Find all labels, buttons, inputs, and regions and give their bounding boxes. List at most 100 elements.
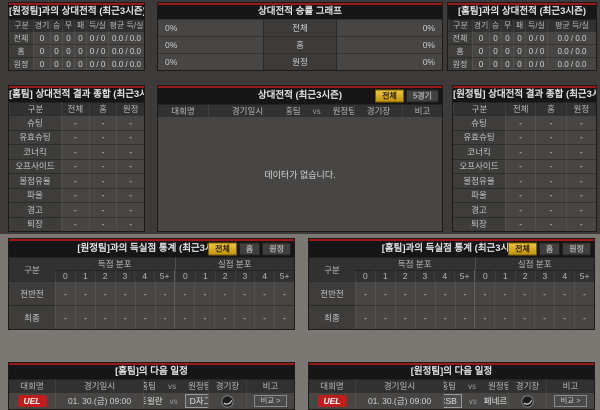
compare-button[interactable]: 비교 > bbox=[254, 395, 287, 407]
stadium-icon[interactable] bbox=[521, 394, 534, 408]
filter-last5-button[interactable]: 5경기 bbox=[405, 89, 439, 103]
cell-avg-goals: 0.0 / 0.0 bbox=[108, 57, 144, 70]
stat-away: - bbox=[565, 115, 596, 130]
stat-home: - bbox=[535, 158, 566, 173]
cell: - bbox=[254, 281, 275, 305]
cell: - bbox=[55, 281, 75, 305]
column-header: 원정 bbox=[116, 102, 144, 115]
table-row: 볼점유율 - - - bbox=[453, 173, 596, 188]
stat-away: - bbox=[565, 158, 596, 173]
stat-total: - bbox=[505, 216, 536, 231]
filter-group: 전체 홈 원정 bbox=[208, 242, 291, 256]
table-row: 슈팅 - - - bbox=[453, 115, 596, 130]
row-label: 홈 bbox=[448, 44, 472, 57]
cell: - bbox=[434, 281, 455, 305]
table-row: 파울 - - - bbox=[453, 187, 596, 202]
stat-total: - bbox=[505, 187, 536, 202]
note-cell: 비교 > bbox=[546, 392, 594, 409]
winrate-row-label: 전체 bbox=[263, 20, 337, 36]
stat-total: - bbox=[61, 216, 89, 231]
goals-table-body: 전반전 - - - - - - - - - - - - 최종 - - - - -… bbox=[9, 281, 294, 329]
cell: - bbox=[554, 305, 575, 329]
cell-avg-goals: 0.0 / 0.0 bbox=[547, 44, 596, 57]
panel-title-text: [홈팀]과의 득실점 통계 (최근3시즌) bbox=[381, 243, 522, 254]
cell: - bbox=[94, 305, 115, 329]
home-winrate-value: 0% bbox=[165, 23, 178, 33]
stat-home: - bbox=[535, 173, 566, 188]
filter-all-button[interactable]: 전체 bbox=[208, 242, 237, 256]
stadium-cell bbox=[508, 392, 546, 409]
filter-all-button[interactable]: 전체 bbox=[508, 242, 537, 256]
away-team-name[interactable]: D자그레브 bbox=[184, 394, 208, 408]
col-datetime: 경기일시 bbox=[355, 379, 443, 392]
panel-title: [원정팀] 상대전적 결과 종합 (최근3시즌 평균) bbox=[453, 86, 596, 102]
tick: 4 bbox=[134, 270, 155, 281]
cell-games: 0 bbox=[33, 44, 50, 57]
winrate-row: 0% 원정 0% bbox=[158, 53, 442, 70]
cell: - bbox=[374, 281, 395, 305]
cell: - bbox=[174, 305, 195, 329]
col-away: 원정팀 bbox=[188, 381, 208, 391]
stadium-icon[interactable] bbox=[221, 394, 234, 408]
home-team-name[interactable]: FCSB bbox=[444, 394, 462, 408]
filter-away-button[interactable]: 원정 bbox=[562, 242, 591, 256]
cell: - bbox=[274, 281, 294, 305]
panel-goals-vs-away: [원정팀]과의 득실점 통계 (최근3시즌) 전체 홈 원정 구분 득점 분포 … bbox=[8, 238, 295, 330]
table-header: 구분 경기 승 무 패 득/실 평균 득/실 bbox=[9, 19, 144, 31]
table-row: 전체 0 0 0 0 0 / 0 0.0 / 0.0 bbox=[448, 31, 596, 44]
col-league: 대회명 bbox=[309, 379, 355, 392]
filter-home-button[interactable]: 홈 bbox=[538, 242, 561, 256]
stat-away: - bbox=[116, 144, 144, 159]
table-row: 유효슈팅 - - - bbox=[453, 129, 596, 144]
table-row: 전체 0 0 0 0 0 / 0 0.0 / 0.0 bbox=[9, 31, 144, 44]
col-note: 비고 bbox=[546, 379, 594, 392]
col-away: 원정팀 bbox=[488, 381, 508, 391]
table-header: 구분 전체 홈 원정 bbox=[9, 102, 144, 115]
cell-loss: 0 bbox=[513, 31, 525, 44]
row-label: 전체 bbox=[9, 31, 33, 44]
column-header: 경기 bbox=[472, 19, 489, 31]
list-header: 대회명 경기일시 홈팀 vs 원정팀 경기장 비고 bbox=[9, 379, 294, 392]
filter-home-button[interactable]: 홈 bbox=[238, 242, 261, 256]
cell: - bbox=[114, 281, 135, 305]
filter-away-button[interactable]: 원정 bbox=[262, 242, 291, 256]
tick: 3 bbox=[534, 270, 555, 281]
panel-h2h-vs-away: [원정팀]과의 상대전적 (최근3시즌) 구분 경기 승 무 패 득/실 평균 득/실 전체… bbox=[8, 2, 145, 71]
tick: 1 bbox=[74, 270, 95, 281]
cell: - bbox=[74, 305, 95, 329]
cell-avg-goals: 0.0 / 0.0 bbox=[547, 57, 596, 70]
cell: - bbox=[94, 281, 115, 305]
tick: 2 bbox=[94, 270, 115, 281]
tick: 0 bbox=[475, 270, 495, 281]
cell: - bbox=[194, 305, 215, 329]
filter-all-button[interactable]: 전체 bbox=[375, 89, 404, 103]
cell: - bbox=[474, 305, 495, 329]
table-row: 파울 - - - bbox=[9, 187, 144, 202]
tick: 2 bbox=[514, 270, 535, 281]
stat-total: - bbox=[61, 202, 89, 217]
column-header: 전체 bbox=[61, 102, 89, 115]
stat-home: - bbox=[88, 115, 117, 130]
stat-away: - bbox=[116, 158, 144, 173]
tick-headers: 0 1 2 3 4 5+ 0 1 2 3 4 5+ bbox=[355, 270, 594, 281]
away-team-name: 페네르바체 bbox=[483, 396, 508, 406]
stat-label: 경고 bbox=[453, 202, 505, 217]
column-header: 평균 득/실 bbox=[547, 19, 596, 31]
table-row: 슈팅 - - - bbox=[9, 115, 144, 130]
cell-loss: 0 bbox=[74, 31, 86, 44]
goals-against-ticks: 0 1 2 3 4 5+ bbox=[174, 270, 294, 281]
cell: - bbox=[434, 305, 455, 329]
stat-label: 오프사이드 bbox=[453, 158, 505, 173]
cell: - bbox=[234, 305, 255, 329]
cell-games: 0 bbox=[472, 57, 489, 70]
table-row: 코너킥 - - - bbox=[453, 144, 596, 159]
compare-button[interactable]: 비교 > bbox=[554, 395, 587, 407]
stat-away: - bbox=[565, 173, 596, 188]
cell-win: 0 bbox=[489, 31, 501, 44]
away-winrate-value: 0% bbox=[422, 23, 435, 33]
stat-label: 파울 bbox=[9, 187, 61, 202]
filter-group: 전체 홈 원정 bbox=[508, 242, 591, 256]
note-cell: 비교 > bbox=[246, 392, 294, 409]
panel-goals-vs-home: [홈팀]과의 득실점 통계 (최근3시즌) 전체 홈 원정 구분 득점 분포 실… bbox=[308, 238, 595, 330]
cell-goals: 0 / 0 bbox=[86, 31, 108, 44]
